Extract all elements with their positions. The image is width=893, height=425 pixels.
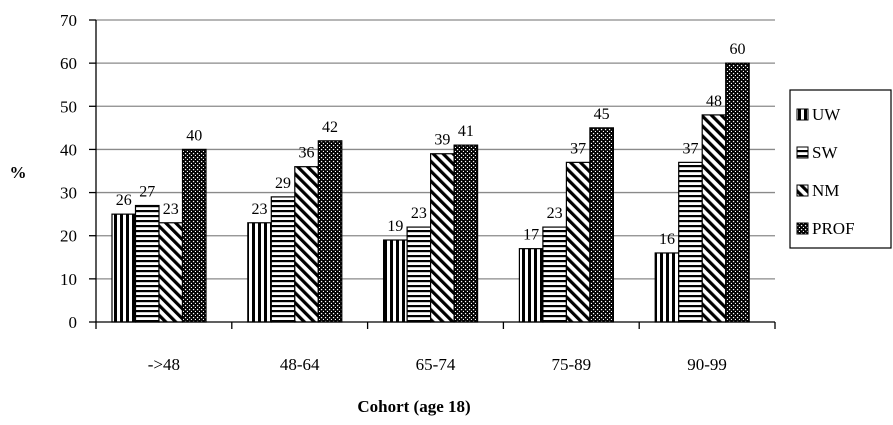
- bar-value-label: 45: [594, 106, 610, 123]
- bar-value-label: 23: [547, 205, 563, 222]
- bar-value-label: 41: [458, 123, 474, 140]
- bar-value-label: 60: [729, 41, 745, 58]
- legend-swatch-uw: [796, 108, 809, 121]
- bar-value-label: 48: [706, 93, 722, 110]
- legend: UW SW NM PROF: [789, 89, 892, 249]
- bar-value-label: 37: [570, 140, 586, 157]
- bar-nm-1: [294, 166, 319, 323]
- bar-value-label: 23: [163, 201, 179, 218]
- bar-value-label: 19: [387, 218, 403, 235]
- bar-value-labels: 26 27 23 40 23 29 36 42 19 23 39 41 17 23 37 45 16 37 48 60: [116, 41, 746, 248]
- y-tick-label: 30: [60, 184, 77, 203]
- bar-uw-4: [654, 252, 680, 323]
- legend-swatch-sw: [796, 146, 809, 159]
- bar-sw-2: [406, 226, 432, 323]
- bars: [111, 62, 750, 323]
- bar-sw-0: [134, 204, 160, 323]
- legend-label-prof: PROF: [812, 219, 855, 238]
- x-tick-label: ->48: [148, 355, 180, 374]
- bar-sw-4: [678, 161, 703, 323]
- bar-prof-2: [453, 144, 479, 323]
- bar-value-label: 16: [659, 231, 675, 248]
- y-tick-label: 50: [60, 97, 77, 116]
- legend-swatch-prof: [796, 222, 809, 235]
- bar-prof-4: [725, 62, 750, 323]
- bar-nm-2: [430, 153, 455, 323]
- y-tick-label: 70: [60, 11, 77, 30]
- bar-uw-0: [111, 213, 137, 323]
- bar-nm-0: [158, 222, 184, 323]
- legend-label-nm: NM: [812, 181, 839, 200]
- bar-value-label: 23: [411, 205, 427, 222]
- bar-sw-1: [270, 196, 296, 323]
- bar-sw-3: [542, 226, 568, 323]
- bar-value-label: 23: [252, 201, 268, 218]
- bar-uw-2: [383, 239, 408, 323]
- y-tick-label: 60: [60, 54, 77, 73]
- bar-value-label: 26: [116, 192, 132, 209]
- x-tick-label: 65-74: [416, 355, 456, 374]
- bar-value-label: 39: [434, 132, 450, 149]
- x-tick-label: 90-99: [687, 355, 727, 374]
- bar-value-label: 36: [299, 145, 315, 162]
- axes: 0 10 20 30 40 50 60 70 ->48 48-64 65-74 75-89 90-99: [60, 11, 776, 374]
- bar-value-label: 40: [186, 127, 202, 144]
- legend-label-sw: SW: [812, 143, 838, 162]
- bar-value-label: 17: [523, 227, 539, 244]
- bar-prof-0: [181, 148, 207, 323]
- bar-nm-3: [565, 161, 591, 323]
- y-tick-label: 40: [60, 140, 77, 159]
- bar-value-label: 42: [322, 119, 338, 136]
- legend-label-uw: UW: [812, 105, 841, 124]
- x-axis-label: Cohort (age 18): [357, 397, 470, 416]
- y-tick-label: 0: [69, 313, 78, 332]
- y-tick-label: 10: [60, 270, 77, 289]
- bar-value-label: 37: [682, 140, 698, 157]
- bar-uw-3: [518, 248, 544, 323]
- y-tick-label: 20: [60, 227, 77, 246]
- bar-uw-1: [247, 222, 272, 323]
- legend-swatch-nm: [796, 184, 809, 197]
- x-tick-label: 48-64: [280, 355, 320, 374]
- bar-nm-4: [701, 114, 727, 323]
- y-axis-label: %: [10, 163, 27, 182]
- bar-value-label: 27: [139, 184, 155, 201]
- bar-value-label: 29: [275, 175, 291, 192]
- x-tick-label: 75-89: [551, 355, 591, 374]
- bar-prof-3: [589, 127, 615, 323]
- bar-prof-1: [317, 140, 343, 323]
